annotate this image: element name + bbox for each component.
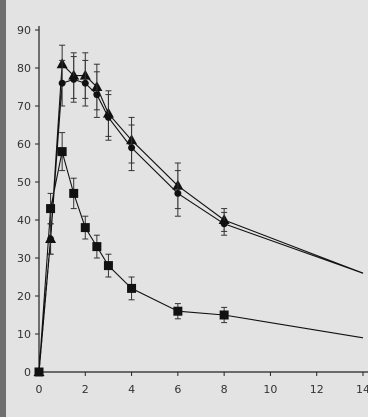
- x-tick-label: 0: [36, 383, 43, 396]
- x-tick-label: 6: [174, 383, 181, 396]
- data-point-square: [173, 306, 183, 316]
- data-point-square: [57, 147, 67, 157]
- y-tick-label: 10: [17, 328, 31, 341]
- data-point-circle: [104, 113, 112, 121]
- x-tick-label: 4: [128, 383, 135, 396]
- data-point-circle: [81, 79, 89, 87]
- x-tick-label: 2: [82, 383, 89, 396]
- data-point-square: [103, 261, 113, 271]
- y-tick-label: 70: [17, 100, 31, 113]
- data-point-square: [34, 367, 44, 377]
- y-tick-label: 60: [17, 138, 31, 151]
- data-point-square: [219, 310, 229, 320]
- data-point-circle: [128, 144, 136, 152]
- data-point-circle: [220, 220, 228, 228]
- data-point-circle: [70, 75, 78, 83]
- data-point-circle: [93, 91, 101, 99]
- y-tick-label: 90: [17, 24, 31, 37]
- data-point-square: [46, 204, 56, 214]
- data-point-square: [92, 242, 102, 252]
- x-tick-label: 10: [263, 383, 277, 396]
- y-tick-label: 0: [24, 366, 31, 379]
- x-tick-label: 8: [221, 383, 228, 396]
- x-tick-label: 12: [310, 383, 324, 396]
- data-point-square: [80, 223, 90, 233]
- left-edge-strip: [0, 0, 6, 417]
- data-point-square: [127, 283, 137, 293]
- y-tick-label: 30: [17, 252, 31, 265]
- y-tick-label: 40: [17, 214, 31, 227]
- x-tick-label: 14: [356, 383, 368, 396]
- y-tick-label: 50: [17, 176, 31, 189]
- y-tick-label: 80: [17, 62, 31, 75]
- y-tick-label: 20: [17, 290, 31, 303]
- data-point-square: [69, 188, 79, 198]
- data-point-circle: [58, 79, 66, 87]
- data-point-circle: [174, 189, 182, 197]
